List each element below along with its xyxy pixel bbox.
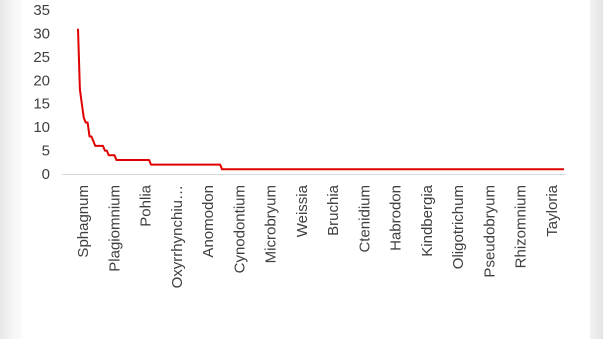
y-tick-label: 0 (42, 166, 50, 183)
x-tick-label: Weissia (294, 184, 311, 237)
y-tick-label: 15 (33, 96, 50, 113)
x-tick-label: Anomodon (200, 185, 217, 258)
y-axis: 0 5 10 15 20 25 30 35 (33, 2, 50, 183)
x-tick-label: Cynodontium (231, 185, 248, 273)
x-tick-label: Rhizomnium (513, 185, 530, 268)
x-tick-label: Tayloria (544, 184, 561, 236)
y-tick-label: 30 (33, 25, 50, 42)
y-tick-label: 10 (33, 119, 50, 136)
x-tick-label: Bruchia (325, 184, 342, 236)
x-axis: Sphagnum Plagiomnium Pohlia Oxyrrhynchiu… An… (62, 174, 566, 288)
x-tick-label: Microbryum (263, 185, 280, 263)
y-tick-label: 25 (33, 49, 50, 66)
x-tick-label: Pohlia (138, 184, 155, 226)
series-layer (77, 28, 564, 171)
x-tick-label: Ctenidium (356, 185, 373, 253)
series-line (77, 28, 564, 171)
x-tick-label: Plagiomnium (106, 185, 123, 272)
x-tick-label: Sphagnum (75, 185, 92, 258)
x-tick-label: Oligotrichum (450, 185, 467, 269)
x-tick-label: Habrodon (388, 185, 405, 251)
y-tick-label: 35 (33, 2, 50, 19)
y-tick-label: 20 (33, 72, 50, 89)
x-tick-label: Kindbergia (419, 184, 436, 256)
x-tick-label: Pseudobryum (481, 185, 498, 278)
y-tick-label: 5 (42, 143, 50, 160)
x-tick-label: Oxyrrhynchiu… (169, 185, 186, 288)
